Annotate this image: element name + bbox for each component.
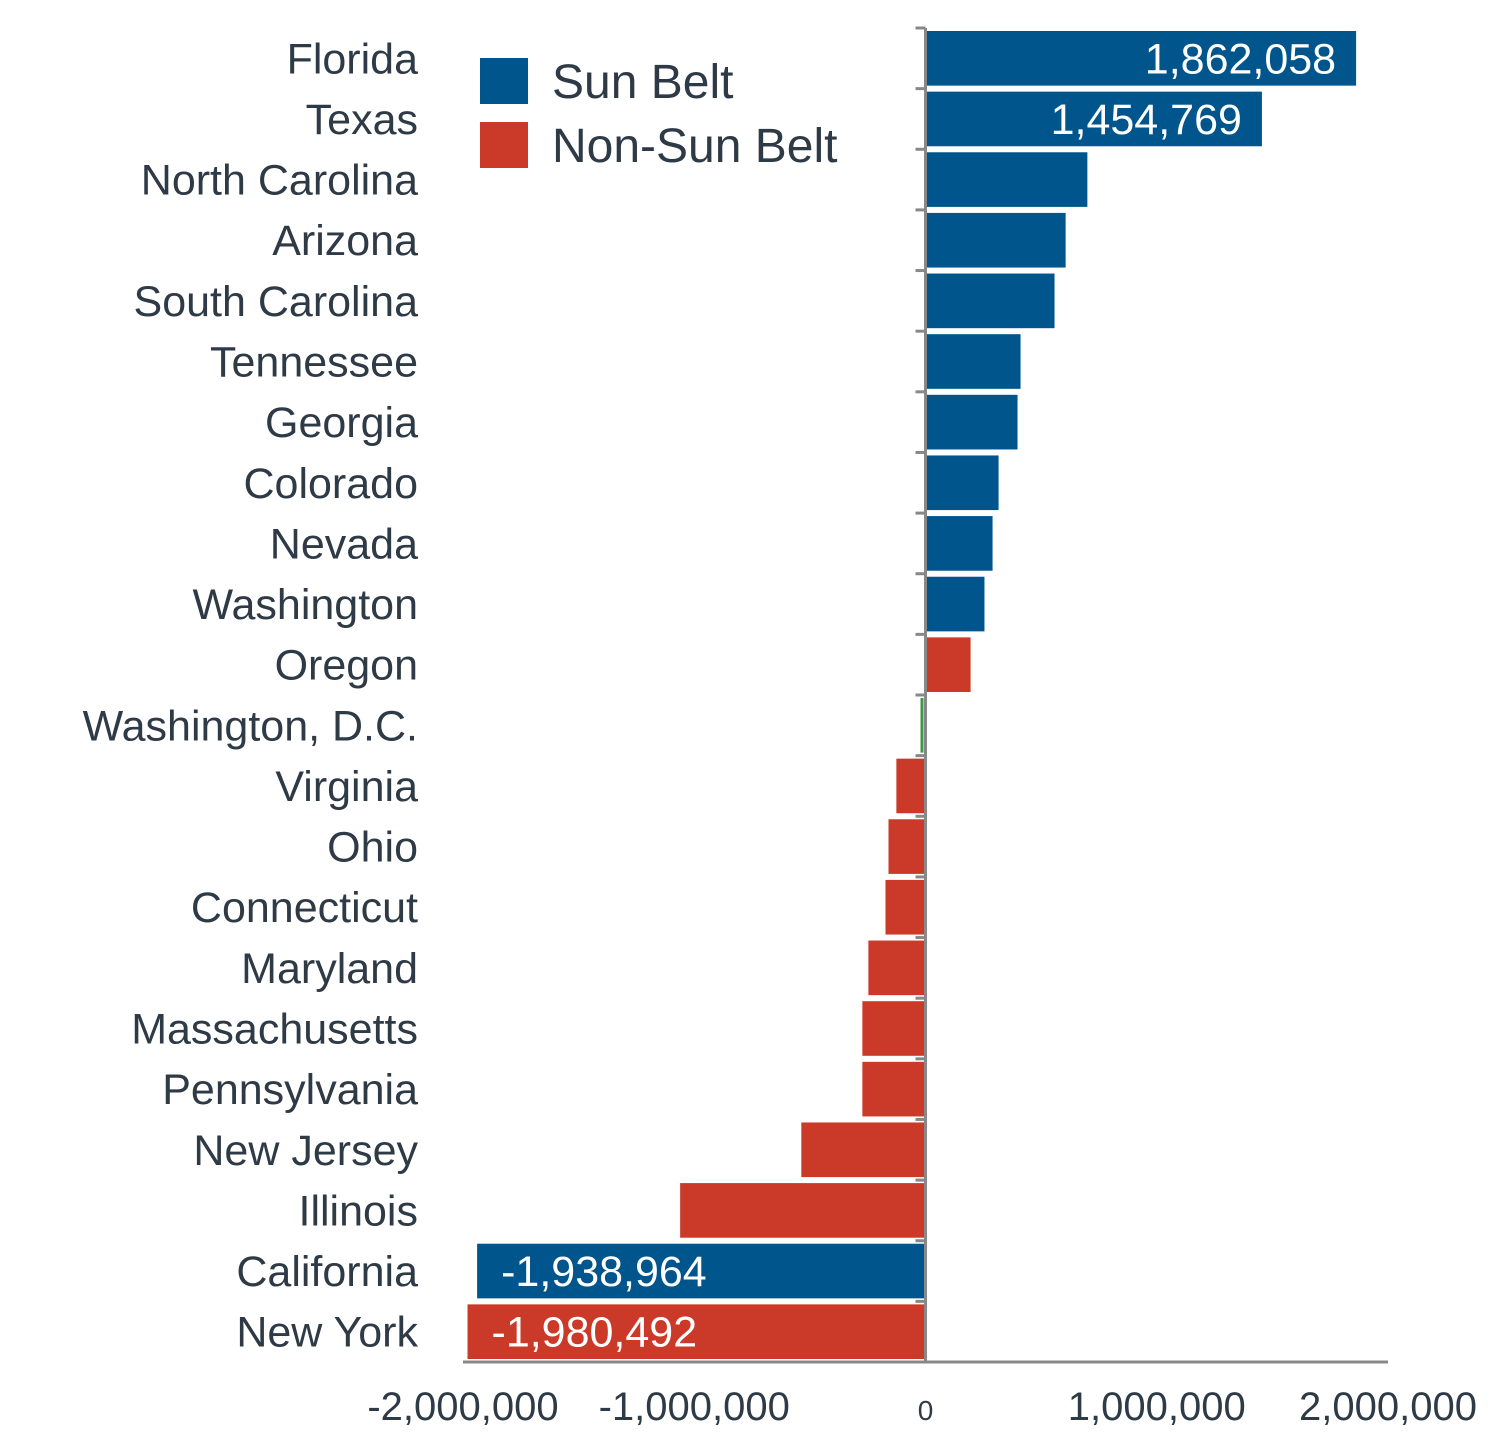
category-label: Florida xyxy=(287,35,419,83)
category-label: Nevada xyxy=(270,520,418,568)
bar xyxy=(926,273,1055,329)
category-label: California xyxy=(236,1248,418,1296)
bar xyxy=(885,879,925,935)
bar xyxy=(920,698,924,753)
bar xyxy=(862,1001,925,1056)
category-label: Arizona xyxy=(272,217,418,265)
category-label: Texas xyxy=(306,96,418,144)
bar xyxy=(467,1304,925,1359)
bar xyxy=(477,1243,925,1299)
category-label: Tennessee xyxy=(210,339,418,387)
data-label: -1,980,492 xyxy=(492,1309,698,1357)
bar xyxy=(926,31,1357,86)
category-label: Colorado xyxy=(244,460,419,508)
legend: Sun Belt Non-Sun Belt xyxy=(480,56,838,173)
category-label: Massachusetts xyxy=(131,1006,418,1054)
category-label: Illinois xyxy=(299,1187,419,1235)
bar xyxy=(862,1061,925,1117)
bar xyxy=(801,1122,925,1178)
legend-label: Sun Belt xyxy=(552,56,733,109)
x-tick-label: 2,000,000 xyxy=(1299,1385,1477,1429)
category-label: Connecticut xyxy=(191,884,418,932)
bar xyxy=(680,1183,925,1238)
data-label: 1,862,058 xyxy=(1145,35,1336,83)
category-label: New York xyxy=(236,1309,418,1357)
legend-swatch xyxy=(480,122,528,168)
category-label: Pennsylvania xyxy=(162,1066,418,1114)
data-label: 1,454,769 xyxy=(1051,96,1242,144)
bar xyxy=(926,334,1021,389)
category-label: South Carolina xyxy=(134,278,419,326)
x-tick-label: -1,000,000 xyxy=(599,1385,790,1429)
bar xyxy=(926,91,1262,147)
legend-label: Non-Sun Belt xyxy=(552,120,838,173)
x-tick-label: 0 xyxy=(918,1395,934,1426)
x-tick-label: -2,000,000 xyxy=(367,1385,558,1429)
data-label: -1,938,964 xyxy=(501,1248,707,1296)
category-label: North Carolina xyxy=(141,157,418,205)
bar xyxy=(926,516,993,571)
category-label: Washington, D.C. xyxy=(83,702,418,750)
category-label: Virginia xyxy=(275,763,418,811)
x-tick-labels: -2,000,000 -1,000,000 0 1,000,000 2,000,000 xyxy=(367,1385,1477,1429)
bar xyxy=(926,212,1066,268)
bar xyxy=(926,637,971,692)
category-label: New Jersey xyxy=(193,1127,418,1175)
category-label: Washington xyxy=(193,581,418,629)
bar xyxy=(926,455,999,511)
bar xyxy=(926,152,1088,207)
category-label: Georgia xyxy=(265,399,418,447)
x-tick-label: 1,000,000 xyxy=(1068,1385,1246,1429)
category-label: Ohio xyxy=(327,824,418,872)
legend-swatch xyxy=(480,58,528,104)
bar xyxy=(868,940,925,996)
bar xyxy=(888,819,925,874)
category-label: Maryland xyxy=(241,945,418,993)
category-label: Oregon xyxy=(275,642,418,690)
bars: 1,862,058 1,454,769 -1,938,964 -1,980,492 xyxy=(467,31,1357,1359)
bar xyxy=(926,576,985,632)
bar xyxy=(896,758,925,814)
bar xyxy=(926,394,1018,450)
axes xyxy=(463,26,1388,1364)
category-labels: Florida Texas North Carolina Arizona South C… xyxy=(83,35,419,1356)
